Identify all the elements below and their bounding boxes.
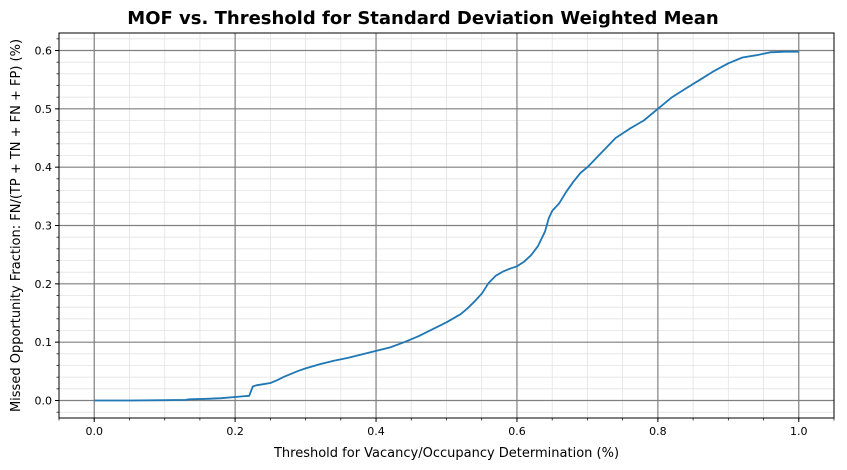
tick-labels: 0.0 0.2 0.4 0.6 0.8 1.0 0.0 0.1 0.2 0.3 0.4 0.5 0.6 — [35, 45, 808, 439]
series-line — [94, 50, 799, 402]
y-tick-label: 0.5 — [35, 103, 53, 116]
series-layer — [94, 50, 799, 402]
chart-title: MOF vs. Threshold for Standard Deviation… — [127, 8, 718, 29]
x-tick-label: 0.4 — [367, 425, 385, 438]
y-axis-label: Missed Opportunity Fraction: FN/(TP + TN… — [9, 39, 24, 412]
x-tick-label: 0.6 — [508, 425, 526, 438]
y-tick-label: 0.6 — [35, 45, 53, 58]
x-tick-label: 1.0 — [790, 425, 808, 438]
y-tick-label: 0.0 — [35, 395, 53, 408]
major-grid — [59, 33, 834, 418]
x-axis-label: Threshold for Vacancy/Occupancy Determin… — [273, 446, 619, 461]
x-tick-label: 0.0 — [85, 425, 103, 438]
y-tick-label: 0.4 — [35, 161, 53, 174]
y-tick-label: 0.1 — [35, 336, 53, 349]
x-tick-label: 0.2 — [226, 425, 244, 438]
ticks-layer — [55, 38, 835, 422]
y-tick-label: 0.2 — [35, 278, 53, 291]
y-tick-label: 0.3 — [35, 220, 53, 233]
x-tick-label: 0.8 — [649, 425, 667, 438]
